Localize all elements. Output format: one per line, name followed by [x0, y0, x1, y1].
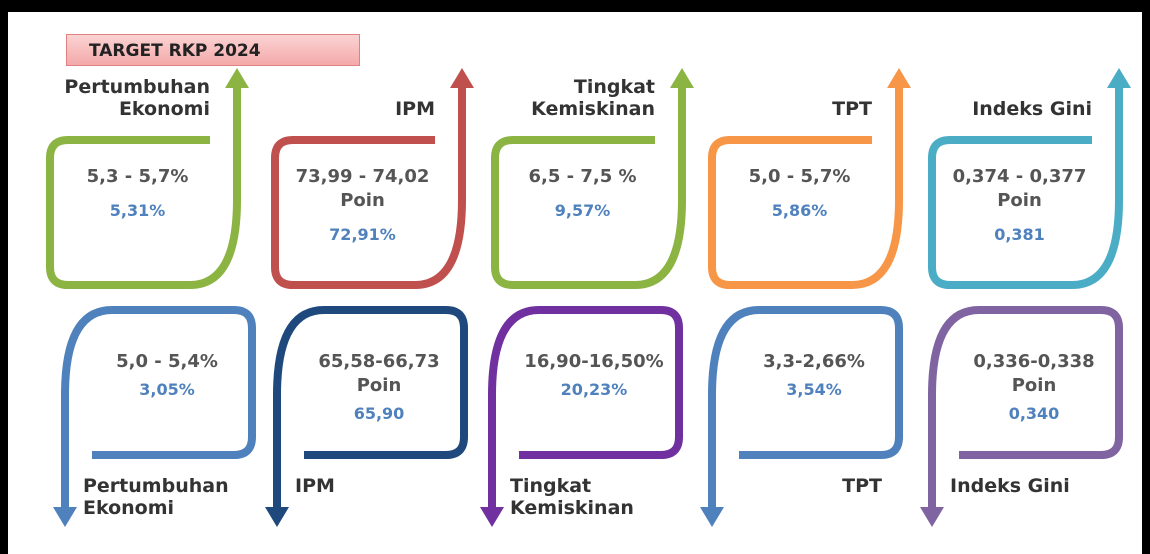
arrow-head	[1107, 68, 1131, 88]
actual-value: 20,23%	[560, 380, 628, 399]
target-value: 16,90-16,50%	[524, 351, 664, 372]
card-values: 5,3 - 5,7% 5,31%	[55, 165, 220, 220]
card-outline	[271, 82, 466, 289]
card-values: 73,99 - 74,02 Poin 72,91%	[280, 165, 445, 244]
card-label: TPT	[842, 475, 882, 497]
card-values: 3,3-2,66% 3,54%	[734, 350, 894, 399]
arrow-head	[887, 68, 911, 88]
actual-value: 65,90	[353, 404, 405, 423]
card-outline	[491, 82, 686, 289]
card	[480, 306, 683, 527]
target-value: 6,5 - 7,5 %	[528, 166, 637, 187]
target-value: 0,336-0,338 Poin	[973, 351, 1095, 396]
actual-value: 0,340	[1008, 404, 1060, 423]
card-label: IPM	[295, 475, 335, 497]
card	[708, 68, 911, 289]
card-label: Indeks Gini	[972, 98, 1092, 120]
target-value: 73,99 - 74,02 Poin	[295, 166, 430, 211]
card-outline	[488, 306, 683, 513]
card	[920, 306, 1123, 527]
card	[491, 68, 694, 289]
target-value: 5,3 - 5,7%	[86, 166, 189, 187]
arrow-head	[265, 507, 289, 527]
actual-value: 72,91%	[329, 225, 396, 244]
arrow-head	[225, 68, 249, 88]
target-value: 65,58-66,73 Poin	[318, 351, 440, 396]
card	[928, 68, 1131, 289]
card	[271, 68, 474, 289]
actual-value: 3,54%	[786, 380, 842, 399]
arrow-head	[920, 507, 944, 527]
card	[46, 68, 249, 289]
card-outline	[273, 306, 468, 513]
card-values: 65,58-66,73 Poin 65,90	[299, 350, 459, 423]
arrow-head	[480, 507, 504, 527]
card-label: Tingkat Kemiskinan	[531, 76, 655, 120]
arrow-head	[450, 68, 474, 88]
target-value: 5,0 - 5,7%	[748, 166, 851, 187]
card-outline	[708, 306, 903, 513]
card-values: 5,0 - 5,7% 5,86%	[717, 165, 882, 220]
arrow-head	[670, 68, 694, 88]
card-values: 6,5 - 7,5 % 9,57%	[500, 165, 665, 220]
target-value: 3,3-2,66%	[763, 351, 865, 372]
card	[700, 306, 903, 527]
target-value: 0,374 - 0,377 Poin	[952, 166, 1087, 211]
card-label: Indeks Gini	[950, 475, 1070, 497]
card-label: Pertumbuhan Ekonomi	[64, 76, 210, 120]
actual-value: 9,57%	[554, 201, 611, 220]
card-label: Tingkat Kemiskinan	[510, 475, 634, 519]
banner: TARGET RKP 2024	[66, 34, 360, 66]
card-label: TPT	[832, 98, 872, 120]
card	[265, 306, 468, 527]
target-value: 5,0 - 5,4%	[116, 351, 218, 372]
card-outline	[61, 306, 256, 513]
actual-value: 5,86%	[771, 201, 828, 220]
card-outline	[46, 82, 241, 289]
actual-value: 0,381	[994, 225, 1045, 244]
frame-left	[0, 0, 8, 554]
card-outline	[928, 82, 1123, 289]
arrow-head	[700, 507, 724, 527]
card-values: 0,336-0,338 Poin 0,340	[954, 350, 1114, 423]
frame-right	[1142, 0, 1150, 554]
card-outline	[708, 82, 903, 289]
card-values: 0,374 - 0,377 Poin 0,381	[937, 165, 1102, 244]
card-values: 16,90-16,50% 20,23%	[514, 350, 674, 399]
card-label: Pertumbuhan Ekonomi	[83, 475, 229, 519]
frame-top	[0, 0, 1150, 12]
arrow-head	[53, 507, 77, 527]
card	[53, 306, 256, 527]
actual-value: 3,05%	[139, 380, 195, 399]
actual-value: 5,31%	[109, 201, 166, 220]
card-values: 5,0 - 5,4% 3,05%	[87, 350, 247, 399]
card-label: IPM	[395, 98, 435, 120]
card-outline	[928, 306, 1123, 513]
